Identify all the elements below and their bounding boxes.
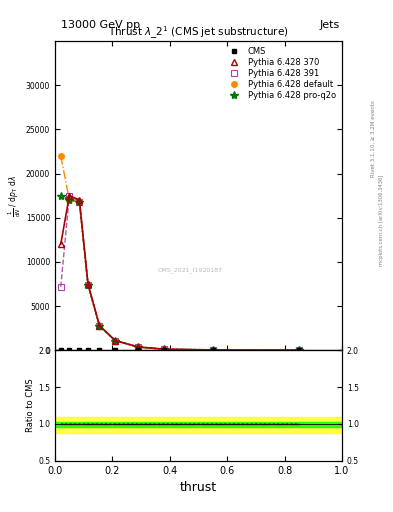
Pythia 6.428 391 [113, 337, 118, 344]
Pythia 6.428 default [136, 344, 141, 350]
Text: Jets: Jets [320, 19, 340, 30]
X-axis label: thrust: thrust [180, 481, 217, 494]
Pythia 6.428 pro-q2o [211, 347, 215, 353]
Pythia 6.428 default [97, 323, 102, 329]
Pythia 6.428 default [86, 282, 90, 288]
Pythia 6.428 370 [113, 337, 118, 344]
Line: Pythia 6.428 default: Pythia 6.428 default [58, 153, 302, 353]
Line: Pythia 6.428 391: Pythia 6.428 391 [58, 193, 302, 353]
Pythia 6.428 370 [59, 241, 63, 247]
Pythia 6.428 pro-q2o [113, 337, 118, 344]
CMS [67, 347, 72, 353]
Pythia 6.428 391 [162, 346, 166, 352]
Line: Pythia 6.428 370: Pythia 6.428 370 [57, 192, 302, 354]
Line: CMS: CMS [58, 348, 301, 352]
Line: Pythia 6.428 pro-q2o: Pythia 6.428 pro-q2o [57, 191, 303, 354]
Pythia 6.428 391 [211, 347, 215, 353]
CMS [59, 347, 63, 353]
Pythia 6.428 370 [67, 193, 72, 199]
Pythia 6.428 pro-q2o [86, 282, 90, 288]
CMS [297, 347, 301, 353]
Pythia 6.428 391 [67, 193, 72, 199]
Text: CMS_2021_I1920187: CMS_2021_I1920187 [157, 267, 222, 273]
Pythia 6.428 370 [97, 323, 102, 329]
CMS [162, 347, 166, 353]
Pythia 6.428 pro-q2o [67, 197, 72, 203]
Pythia 6.428 370 [136, 344, 141, 350]
Pythia 6.428 370 [162, 346, 166, 352]
CMS [77, 347, 82, 353]
CMS [136, 347, 141, 353]
Y-axis label: Ratio to CMS: Ratio to CMS [26, 379, 35, 432]
Pythia 6.428 pro-q2o [77, 199, 82, 205]
Pythia 6.428 370 [77, 197, 82, 203]
Pythia 6.428 391 [86, 282, 90, 288]
Pythia 6.428 default [77, 199, 82, 205]
Legend: CMS, Pythia 6.428 370, Pythia 6.428 391, Pythia 6.428 default, Pythia 6.428 pro-: CMS, Pythia 6.428 370, Pythia 6.428 391,… [222, 45, 338, 102]
Pythia 6.428 pro-q2o [162, 346, 166, 352]
Pythia 6.428 391 [59, 284, 63, 290]
CMS [113, 347, 118, 353]
Pythia 6.428 391 [97, 323, 102, 329]
Pythia 6.428 391 [136, 344, 141, 350]
Pythia 6.428 default [297, 347, 301, 353]
Pythia 6.428 370 [297, 347, 301, 353]
Y-axis label: $\frac{1}{\mathrm{d}N}$ / $\mathrm{d}p_\mathrm{T}$ $\mathrm{d}\lambda$: $\frac{1}{\mathrm{d}N}$ / $\mathrm{d}p_\… [7, 175, 23, 217]
Pythia 6.428 391 [297, 347, 301, 353]
Pythia 6.428 default [59, 153, 63, 159]
Pythia 6.428 pro-q2o [59, 193, 63, 199]
Text: Rivet 3.1.10, ≥ 3.2M events: Rivet 3.1.10, ≥ 3.2M events [371, 100, 376, 177]
CMS [211, 347, 215, 353]
Pythia 6.428 default [67, 197, 72, 203]
CMS [97, 347, 102, 353]
Pythia 6.428 pro-q2o [97, 323, 102, 329]
Text: 13000 GeV pp: 13000 GeV pp [61, 19, 140, 30]
CMS [86, 347, 90, 353]
Pythia 6.428 pro-q2o [297, 347, 301, 353]
Text: mcplots.cern.ch [arXiv:1306.3436]: mcplots.cern.ch [arXiv:1306.3436] [379, 175, 384, 266]
Title: Thrust $\lambda\_2^1$ (CMS jet substructure): Thrust $\lambda\_2^1$ (CMS jet substruct… [108, 25, 289, 41]
Pythia 6.428 370 [211, 347, 215, 353]
Pythia 6.428 default [162, 346, 166, 352]
Pythia 6.428 default [113, 337, 118, 344]
Pythia 6.428 default [211, 347, 215, 353]
Pythia 6.428 370 [86, 281, 90, 287]
Pythia 6.428 pro-q2o [136, 344, 141, 350]
Pythia 6.428 391 [77, 199, 82, 205]
